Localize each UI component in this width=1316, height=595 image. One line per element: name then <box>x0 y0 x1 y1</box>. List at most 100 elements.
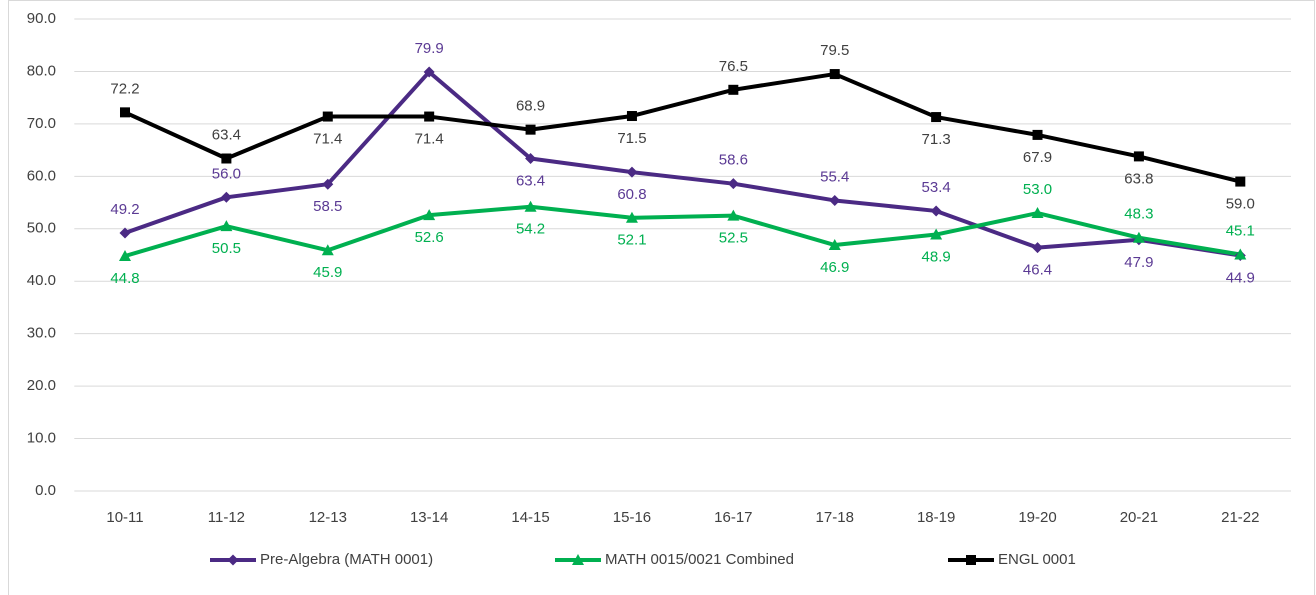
data-label: 45.1 <box>1226 222 1255 239</box>
data-label: 68.9 <box>516 98 545 115</box>
data-point <box>625 211 638 223</box>
data-label: 71.3 <box>922 131 951 148</box>
x-tick-label: 13-14 <box>410 509 448 526</box>
data-point <box>828 239 841 251</box>
data-point <box>930 228 943 240</box>
y-tick-label: 60.0 <box>27 167 56 184</box>
data-point <box>525 124 536 135</box>
data-label: 59.0 <box>1226 196 1255 213</box>
data-label: 44.8 <box>110 270 139 287</box>
data-point <box>322 178 334 190</box>
data-point <box>119 227 131 239</box>
data-point <box>1132 231 1145 243</box>
data-label: 46.4 <box>1023 262 1052 279</box>
data-point <box>525 153 537 165</box>
data-point <box>1032 129 1043 140</box>
series-line <box>124 204 1241 258</box>
data-point <box>1235 176 1246 187</box>
legend-label: ENGL 0001 <box>998 551 1076 568</box>
legend-marker <box>572 554 584 565</box>
y-tick-label: 30.0 <box>27 325 56 342</box>
data-point <box>119 107 130 118</box>
data-point <box>1133 151 1144 162</box>
data-label: 63.8 <box>1124 170 1153 187</box>
data-label: 53.0 <box>1023 181 1052 198</box>
data-label: 58.5 <box>313 198 342 215</box>
y-tick-label: 20.0 <box>27 377 56 394</box>
data-label: 76.5 <box>719 58 748 75</box>
y-tick-label: 0.0 <box>35 482 56 499</box>
data-point <box>524 200 537 212</box>
data-label: 58.6 <box>719 152 748 169</box>
data-point <box>1234 248 1247 260</box>
data-point <box>1031 207 1044 219</box>
data-label: 63.4 <box>212 126 241 143</box>
data-point <box>220 191 232 203</box>
data-label: 48.9 <box>922 249 951 266</box>
data-label: 50.5 <box>212 240 241 257</box>
data-label: 52.6 <box>415 229 444 246</box>
data-label: 45.9 <box>313 264 342 281</box>
data-label: 56.0 <box>212 165 241 182</box>
legend-marker <box>227 554 239 566</box>
data-point <box>829 69 840 80</box>
series-line <box>124 72 1241 184</box>
x-tick-label: 14-15 <box>511 509 549 526</box>
legend-label: Pre-Algebra (MATH 0001) <box>260 551 433 568</box>
data-label: 71.4 <box>313 131 342 148</box>
data-point <box>1032 242 1044 254</box>
series-line <box>124 69 1241 258</box>
x-tick-label: 10-11 <box>106 509 143 526</box>
x-tick-label: 12-13 <box>309 509 347 526</box>
data-label: 79.5 <box>820 42 849 59</box>
y-tick-label: 10.0 <box>27 430 56 447</box>
y-tick-label: 80.0 <box>27 62 56 79</box>
data-point <box>727 209 740 221</box>
data-point <box>118 250 131 262</box>
x-tick-label: 17-18 <box>816 509 854 526</box>
x-tick-label: 19-20 <box>1018 509 1056 526</box>
legend-label: MATH 0015/0021 Combined <box>605 551 794 568</box>
data-point <box>423 66 435 78</box>
data-label: 55.4 <box>820 168 849 185</box>
data-label: 63.4 <box>516 172 545 189</box>
y-tick-label: 50.0 <box>27 220 56 237</box>
x-tick-label: 16-17 <box>714 509 752 526</box>
data-point <box>424 111 435 122</box>
data-point <box>930 205 942 217</box>
data-point <box>829 194 841 206</box>
data-label: 79.9 <box>415 40 444 57</box>
x-tick-label: 11-12 <box>208 509 245 526</box>
y-tick-label: 70.0 <box>27 115 56 132</box>
data-point <box>321 244 334 256</box>
data-label: 48.3 <box>1124 206 1153 223</box>
y-tick-label: 40.0 <box>27 272 56 289</box>
x-tick-label: 20-21 <box>1120 509 1158 526</box>
data-label: 53.4 <box>922 179 951 196</box>
chart-frame <box>8 0 1315 595</box>
data-point <box>423 209 436 221</box>
data-label: 52.1 <box>617 232 646 249</box>
data-point <box>727 178 739 190</box>
data-point <box>728 84 739 95</box>
data-label: 54.2 <box>516 221 545 238</box>
data-label: 72.2 <box>110 80 139 97</box>
legend-marker <box>966 555 976 565</box>
data-point <box>931 112 942 123</box>
y-tick-label: 90.0 <box>27 10 56 27</box>
x-tick-label: 21-22 <box>1221 509 1259 526</box>
data-point <box>220 220 233 232</box>
data-label: 71.4 <box>415 131 444 148</box>
data-label: 60.8 <box>617 186 646 203</box>
x-tick-label: 18-19 <box>917 509 955 526</box>
data-label: 46.9 <box>820 259 849 276</box>
data-point <box>626 166 638 178</box>
data-label: 71.5 <box>617 130 646 147</box>
data-label: 44.9 <box>1226 269 1255 286</box>
data-point <box>221 153 232 164</box>
data-point <box>626 111 637 122</box>
data-point <box>322 111 333 122</box>
x-tick-label: 15-16 <box>613 509 651 526</box>
